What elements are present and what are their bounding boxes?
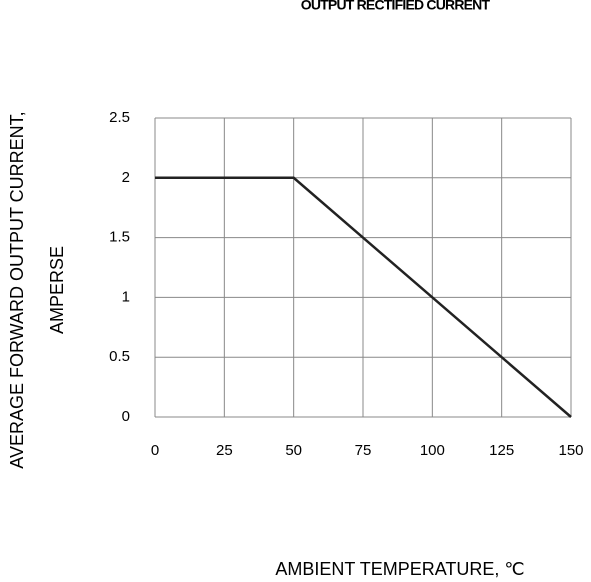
x-tick-label: 150 (558, 442, 583, 459)
y-axis-label: AMPERSE (47, 246, 67, 334)
y-axis-label: AVERAGE FORWARD OUTPUT CURRENT, (7, 111, 27, 468)
data-line (155, 176, 572, 418)
x-tick-label: 0 (151, 442, 159, 459)
y-tick-label: 2.5 (109, 109, 130, 126)
x-tick-label: 25 (216, 442, 233, 459)
x-tick-label: 50 (285, 442, 302, 459)
y-tick-label: 0.5 (109, 348, 130, 365)
x-tick-label: 100 (420, 442, 445, 459)
x-tick-label: 125 (489, 442, 514, 459)
y-tick-label: 2 (122, 169, 130, 186)
y-tick-label: 0 (122, 408, 130, 425)
y-tick-label: 1.5 (109, 229, 130, 246)
x-tick-label: 75 (355, 442, 372, 459)
y-tick-label: 1 (122, 288, 130, 305)
x-axis-label: AMBIENT TEMPERATURE, ℃ (275, 559, 524, 579)
chart-title: OUTPUT RECTIFIED CURRENT (301, 0, 491, 13)
